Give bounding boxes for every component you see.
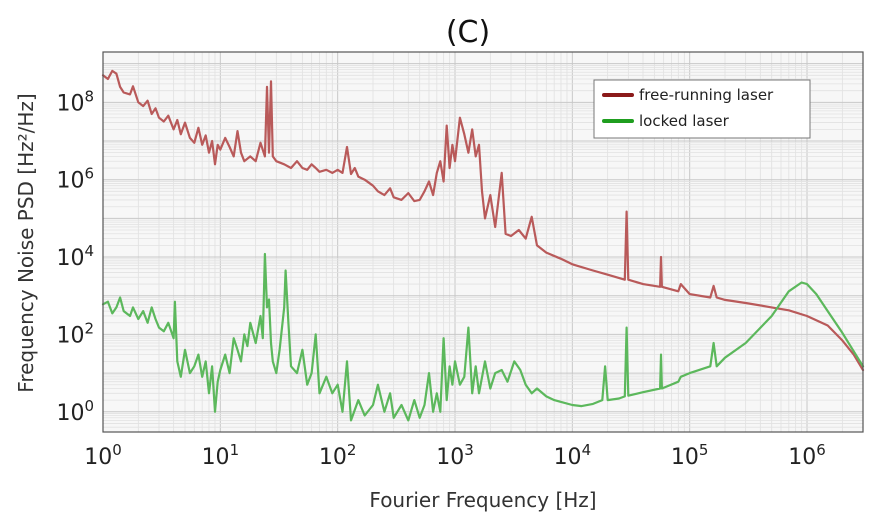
legend-label-free-running-laser: free-running laser: [639, 86, 774, 104]
x-tick-label: 102: [319, 441, 357, 470]
series-line-free-running-laser: [101, 69, 865, 372]
legend-label-locked-laser: locked laser: [639, 112, 730, 130]
series-layer: [101, 69, 865, 422]
legend-box: [593, 79, 811, 139]
plot-frame: [102, 51, 864, 433]
legend: free-running laser locked laser: [593, 79, 811, 139]
y-tick-labels: 100 102 104 106 108: [56, 87, 94, 425]
y-tick-label: 108: [56, 87, 94, 116]
y-tick-label: 102: [56, 319, 94, 348]
x-tick-label: 105: [671, 441, 709, 470]
y-tick-label: 106: [56, 165, 94, 194]
x-tick-label: 100: [84, 441, 122, 470]
x-tick-label: 106: [788, 441, 826, 470]
x-tick-label: 104: [554, 441, 592, 470]
y-tick-label: 104: [56, 242, 94, 271]
x-tick-labels: 100 101 102 103 104 105 106: [84, 441, 826, 470]
x-tick-label: 101: [202, 441, 240, 470]
x-axis-title: Fourier Frequency [Hz]: [369, 488, 596, 512]
x-tick-label: 103: [436, 441, 474, 470]
series-line-locked-laser: [101, 252, 865, 422]
y-axis-title: Frequency Noise PSD [Hz²/Hz]: [14, 93, 38, 392]
y-tick-label: 100: [56, 397, 94, 426]
chart-title: (C): [446, 15, 490, 50]
